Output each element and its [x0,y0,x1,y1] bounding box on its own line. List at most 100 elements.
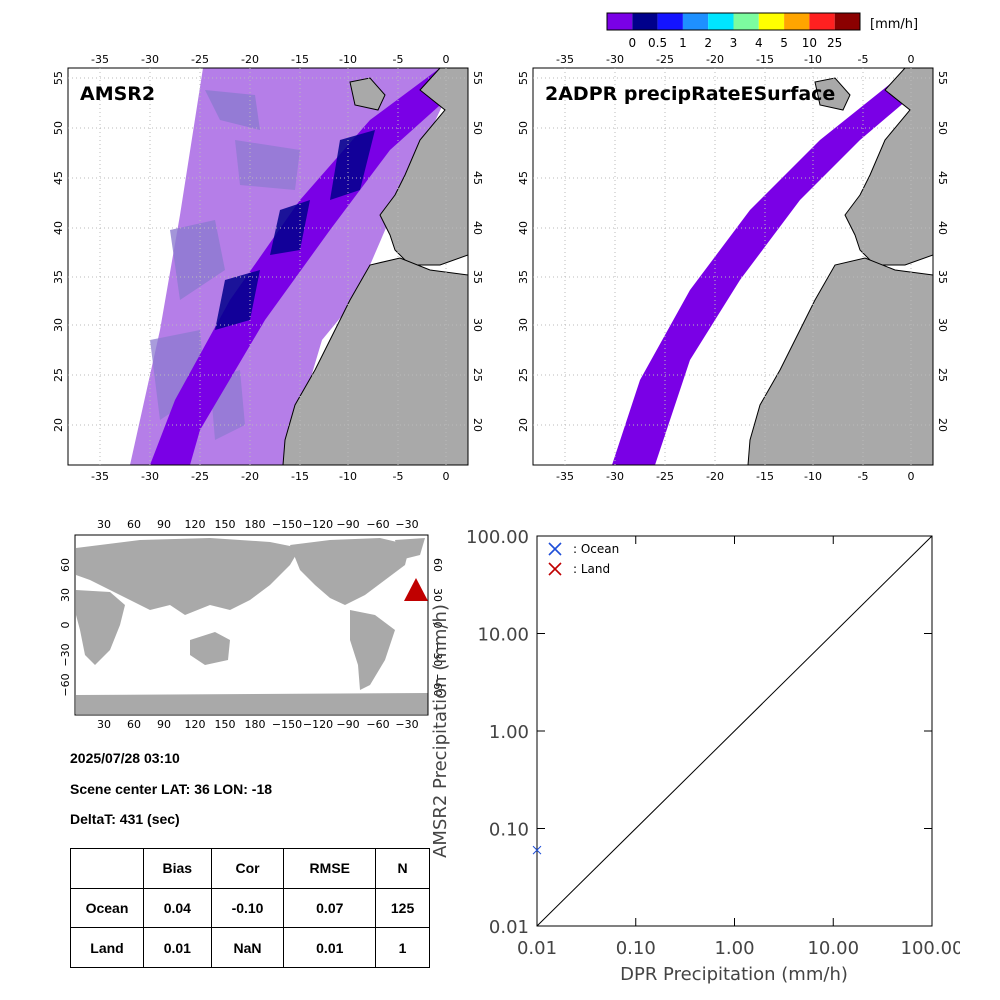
colorbar-tick-label: 25 [827,36,842,50]
colorbar-tick-label: 3 [730,36,738,50]
x-tick-label: 10.00 [807,938,859,959]
lon-tick: -35 [91,470,109,483]
statistics-table: Bias Cor RMSE N Ocean 0.04 -0.10 0.07 12… [70,848,430,968]
table-cell: 1 [375,927,430,968]
table-cell: Ocean [70,887,144,929]
x-tick-label: 100.00 [901,938,960,959]
lon-tick: -15 [291,470,309,483]
land-africa [76,590,125,665]
table-cell: 0.04 [143,887,212,929]
y-tick-label: 100.00 [466,527,529,548]
y-axis-label: AMSR2 Precipitation (mm/h) [430,604,451,858]
lon-tick: 0 [908,53,915,66]
world-lat-tick: −30 [59,643,72,666]
lon-tick: -15 [756,470,774,483]
lon-tick: -5 [393,470,404,483]
y-tick-label: 0.01 [489,917,529,938]
lat-tick: 55 [52,71,65,85]
world-lon-tick: −30 [395,518,418,531]
table-header-cell [70,848,144,889]
one-to-one-line [536,535,933,927]
colorbar-swatch [834,13,860,30]
map-label: AMSR2 [80,83,155,105]
colorbar-swatch [809,13,835,30]
lon-tick: -30 [606,53,624,66]
lat-tick: 20 [936,418,949,432]
lon-tick: 0 [443,53,450,66]
lon-tick: -15 [291,53,309,66]
world-lon-tick: 180 [245,518,266,531]
y-tick-label: 10.00 [477,625,529,646]
x-tick-label: 1.00 [714,938,754,959]
amsr2-land-africa [282,257,468,465]
colorbar-frame [606,12,861,31]
world-lat-tick: 0 [59,622,72,629]
world-lat-tick: −30 [431,643,444,666]
lat-tick: 50 [471,121,484,135]
lon-tick: -30 [141,53,159,66]
table-row: Land 0.01 NaN 0.01 1 [70,927,430,968]
lon-tick: 0 [908,470,915,483]
lat-tick: 30 [936,318,949,332]
amsr2-map: AMSR2 -35 -30 -25 -20 -15 -10 -5 0 -35 -… [52,53,484,483]
lat-tick: 25 [517,368,530,382]
dpr-rain-band [612,68,933,465]
lon-tick: -25 [191,53,209,66]
lat-tick: 45 [52,171,65,185]
x-axis-label: DPR Precipitation (mm/h) [620,964,848,985]
lon-tick: -10 [339,53,357,66]
lat-tick: 35 [936,270,949,284]
legend-label: : Ocean [573,542,619,556]
world-lon-tick: −120 [303,518,333,531]
world-lon-tick: 120 [185,718,206,731]
lon-tick: -20 [241,470,259,483]
lat-tick: 40 [936,221,949,235]
legend-marker [548,562,562,576]
colorbar-tick-label: 4 [755,36,763,50]
x-tick-label: 0.10 [616,938,656,959]
lon-tick: 0 [443,470,450,483]
world-lon-tick: 90 [157,718,171,731]
lat-tick: 35 [471,270,484,284]
lat-tick: 30 [52,318,65,332]
land-antarctica [76,693,428,714]
land-eurasia [76,538,300,615]
y-tick-label: 0.10 [489,820,529,841]
world-lon-tick: −150 [272,718,302,731]
table-cell: Land [70,927,144,968]
lon-tick: -10 [804,470,822,483]
table-header-cell: N [375,848,430,889]
world-lat-tick: 30 [431,588,444,602]
land-north-america [290,538,410,605]
map-label: 2ADPR precipRateESurface [545,83,835,105]
amsr2-land-europe [379,68,468,266]
table-header-cell: Bias [143,848,212,889]
lat-tick: 50 [52,121,65,135]
world-lon-tick: 150 [215,718,236,731]
lon-tick: -30 [141,470,159,483]
world-lon-tick: −120 [303,718,333,731]
lat-tick: 45 [936,171,949,185]
x-tick-label: 0.01 [517,938,557,959]
world-lat-tick: 30 [59,588,72,602]
lat-tick: 40 [517,221,530,235]
colorbar-unit: [mm/h] [870,17,918,32]
lat-tick: 50 [936,121,949,135]
table-header-cell: RMSE [283,848,377,889]
dpr-map: 2ADPR precipRateESurface -35 -30 -25 -20… [517,53,949,483]
table-cell: NaN [210,927,285,968]
lon-tick: -5 [393,53,404,66]
lat-tick: 40 [52,221,65,235]
table-header-cell: Cor [210,848,285,889]
table-cell: 0.01 [283,927,377,968]
lon-tick: -5 [858,470,869,483]
world-lon-tick: −150 [272,518,302,531]
land-south-america [350,610,395,690]
lat-tick: 45 [517,171,530,185]
world-lon-tick: 90 [157,518,171,531]
colorbar-tick-label: 2 [704,36,712,50]
lat-tick: 50 [517,121,530,135]
world-lon-tick: −30 [395,718,418,731]
lon-tick: -20 [241,53,259,66]
land-australia [190,632,230,665]
